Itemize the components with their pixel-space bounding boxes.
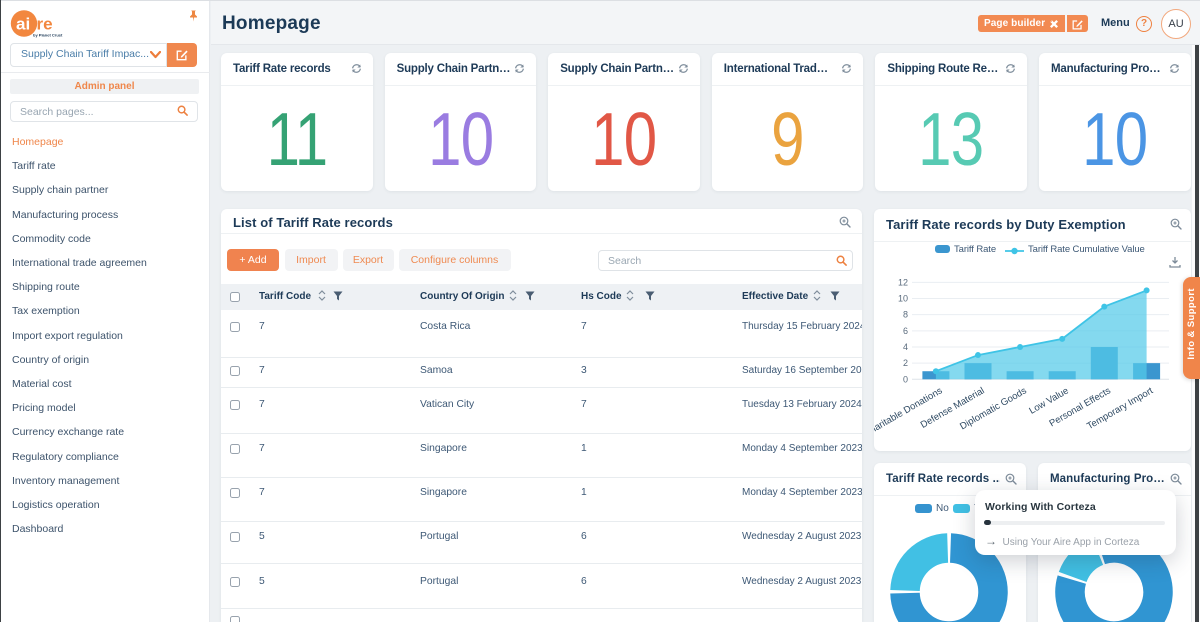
svg-text:4: 4 bbox=[903, 342, 908, 352]
svg-text:10: 10 bbox=[898, 294, 908, 304]
svg-text:8: 8 bbox=[903, 310, 908, 320]
svg-text:by Planet Crust: by Planet Crust bbox=[33, 33, 63, 38]
svg-text:re: re bbox=[37, 15, 53, 34]
svg-text:0: 0 bbox=[903, 374, 908, 384]
svg-text:2: 2 bbox=[903, 358, 908, 368]
svg-text:6: 6 bbox=[903, 326, 908, 336]
svg-text:12: 12 bbox=[898, 277, 908, 287]
svg-text:ai: ai bbox=[16, 15, 30, 34]
